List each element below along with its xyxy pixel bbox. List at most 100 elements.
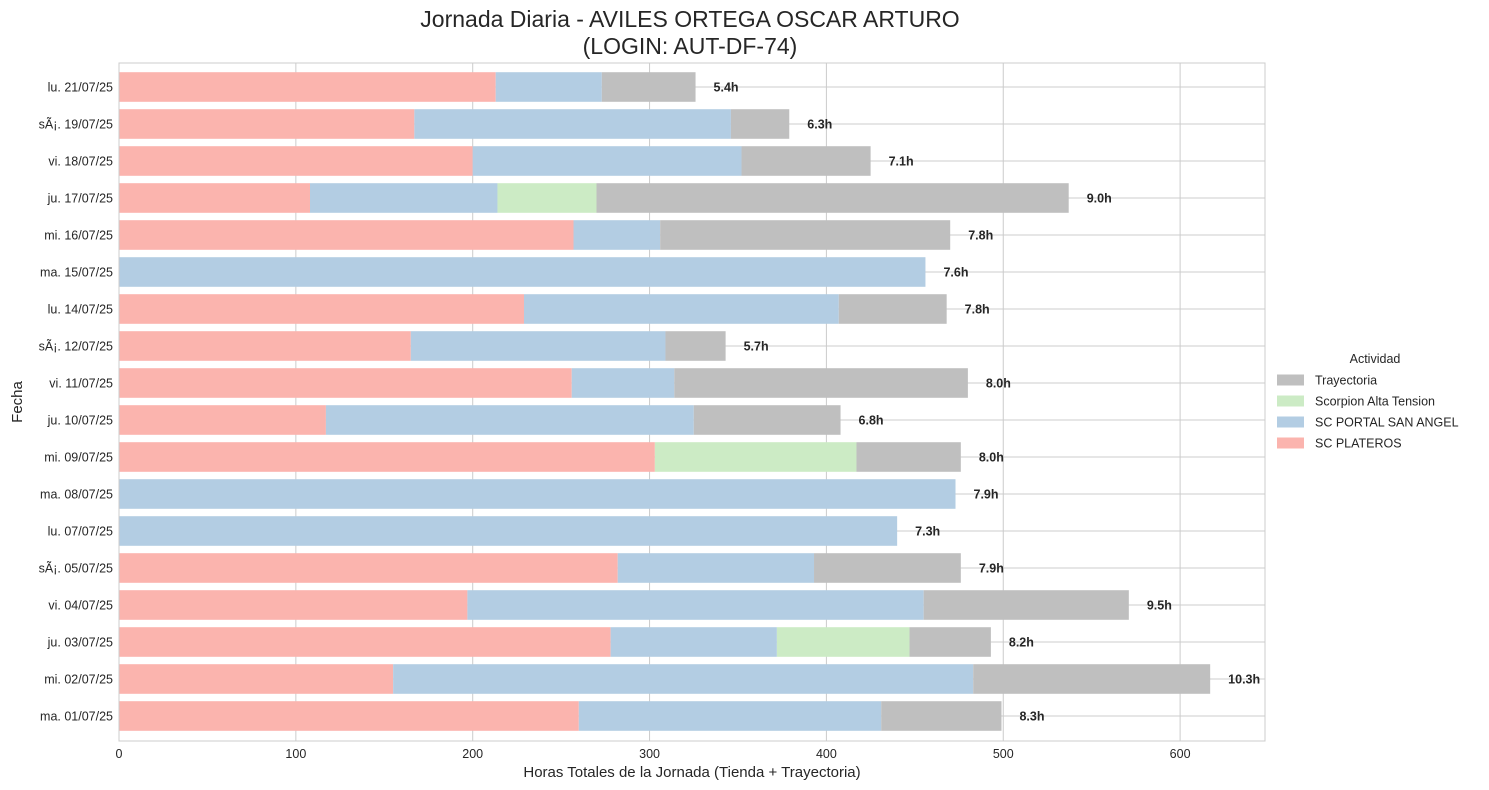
chart-title-line2: (LOGIN: AUT-DF-74)	[583, 33, 798, 59]
bar-trayectoria	[674, 368, 968, 398]
y-tick-label: ju. 17/07/25	[47, 192, 113, 206]
bar-sc-plateros	[119, 368, 572, 398]
legend-swatch-trayectoria	[1277, 374, 1304, 386]
bar-total-label: 5.4h	[714, 81, 739, 95]
y-tick-label: vi. 04/07/25	[48, 599, 113, 613]
bar-total-label: 8.2h	[1009, 636, 1034, 650]
y-tick-label: ju. 03/07/25	[47, 636, 113, 650]
bar-sc-portal-san-angel	[410, 331, 666, 361]
bar-sc-plateros	[119, 553, 618, 583]
bar-total-label: 7.3h	[915, 525, 940, 539]
bar-sc-portal-san-angel	[610, 627, 777, 657]
legend-label-sc-plateros: SC PLATEROS	[1315, 437, 1402, 451]
bar-total-label: 10.3h	[1228, 673, 1260, 687]
bars	[119, 72, 1211, 731]
x-tick-label: 600	[1170, 747, 1191, 761]
legend-label-sc-portal-san-angel: SC PORTAL SAN ANGEL	[1315, 416, 1459, 430]
bar-total-label: 9.5h	[1147, 599, 1172, 613]
x-tick-label: 300	[639, 747, 660, 761]
bar-total-label: 7.6h	[943, 266, 968, 280]
bar-sc-portal-san-angel	[573, 220, 661, 250]
bar-sc-portal-san-angel	[119, 257, 926, 287]
y-axis-label: Fecha	[9, 381, 26, 423]
legend-swatch-sc-portal-san-angel	[1277, 416, 1304, 428]
bar-sc-plateros	[119, 664, 394, 694]
bar-sc-plateros	[119, 146, 473, 176]
bar-trayectoria	[814, 553, 961, 583]
x-tick-label: 100	[285, 747, 306, 761]
bar-sc-portal-san-angel	[578, 701, 882, 731]
legend-label-scorpion-alta-tension: Scorpion Alta Tension	[1315, 395, 1435, 409]
legend-swatch-sc-plateros	[1277, 437, 1304, 449]
bar-sc-plateros	[119, 405, 326, 435]
bar-sc-plateros	[119, 294, 524, 324]
plot-frame	[118, 62, 1266, 742]
bar-total-label: 9.0h	[1087, 192, 1112, 206]
bar-sc-plateros	[119, 220, 574, 250]
bar-sc-plateros	[119, 331, 411, 361]
legend: Actividad Trayectoria Scorpion Alta Tensi…	[1277, 352, 1459, 451]
bar-trayectoria	[660, 220, 951, 250]
bar-sc-portal-san-angel	[325, 405, 694, 435]
bar-trayectoria	[923, 590, 1129, 620]
bar-total-label: 7.1h	[889, 155, 914, 169]
y-tick-label: lu. 07/07/25	[48, 525, 113, 539]
x-tick-label: 0	[116, 747, 123, 761]
bar-sc-portal-san-angel	[119, 516, 898, 546]
bar-sc-portal-san-angel	[414, 109, 731, 139]
bar-scorpion-alta-tension	[776, 627, 910, 657]
y-tick-label: vi. 18/07/25	[48, 155, 113, 169]
bar-trayectoria	[881, 701, 1002, 731]
bar-sc-plateros	[119, 590, 468, 620]
x-tick-labels: 0 100 200 300 400 500 600	[116, 747, 1191, 761]
bar-trayectoria	[596, 183, 1069, 213]
legend-title: Actividad	[1350, 352, 1401, 366]
y-tick-label: ju. 10/07/25	[47, 414, 113, 428]
bar-sc-portal-san-angel	[571, 368, 675, 398]
bar-sc-plateros	[119, 442, 655, 472]
bar-total-label: 8.3h	[1019, 710, 1044, 724]
legend-swatch-scorpion-alta-tension	[1277, 395, 1304, 407]
bar-sc-portal-san-angel	[310, 183, 498, 213]
bar-sc-plateros	[119, 109, 415, 139]
y-tick-label: vi. 11/07/25	[49, 377, 113, 391]
y-tick-labels: lu. 21/07/25 sÃ¡. 19/07/25 vi. 18/07/25 ju.…	[39, 81, 113, 724]
bar-sc-portal-san-angel	[472, 146, 742, 176]
bar-trayectoria	[741, 146, 871, 176]
bar-total-label: 6.3h	[807, 118, 832, 132]
bar-total-label: 7.9h	[979, 562, 1004, 576]
bar-trayectoria	[601, 72, 696, 102]
y-tick-label: sÃ¡. 19/07/25	[39, 118, 113, 132]
bar-sc-plateros	[119, 183, 310, 213]
bar-trayectoria	[909, 627, 991, 657]
y-tick-label: lu. 14/07/25	[48, 303, 113, 317]
y-tick-label: ma. 08/07/25	[40, 488, 113, 502]
bar-total-label: 7.8h	[968, 229, 993, 243]
bar-total-label: 8.0h	[986, 377, 1011, 391]
bar-sc-portal-san-angel	[119, 479, 956, 509]
x-axis-label: Horas Totales de la Jornada (Tienda + Tr…	[523, 764, 860, 781]
y-tick-label: ma. 15/07/25	[40, 266, 113, 280]
bar-sc-portal-san-angel	[495, 72, 602, 102]
bar-sc-plateros	[119, 701, 579, 731]
chart-title-line1: Jornada Diaria - AVILES ORTEGA OSCAR ART…	[420, 6, 959, 32]
total-labels: 5.4h 6.3h 7.1h 9.0h 7.8h 7.6h 7.8h 5.7h 8.0h 6.8h…	[714, 81, 1261, 724]
x-tick-label: 200	[462, 747, 483, 761]
bar-total-label: 8.0h	[979, 451, 1004, 465]
bar-trayectoria	[693, 405, 841, 435]
bar-trayectoria	[856, 442, 961, 472]
bar-total-label: 5.7h	[744, 340, 769, 354]
bar-trayectoria	[973, 664, 1211, 694]
bar-scorpion-alta-tension	[654, 442, 857, 472]
x-tick-label: 400	[816, 747, 837, 761]
y-tick-label: mi. 09/07/25	[44, 451, 113, 465]
y-tick-label: mi. 02/07/25	[44, 673, 113, 687]
bar-sc-plateros	[119, 72, 496, 102]
bar-scorpion-alta-tension	[497, 183, 597, 213]
bar-trayectoria	[838, 294, 947, 324]
y-tick-label: mi. 16/07/25	[44, 229, 113, 243]
bar-total-label: 7.8h	[965, 303, 990, 317]
y-tick-label: lu. 21/07/25	[48, 81, 113, 95]
bar-sc-portal-san-angel	[393, 664, 974, 694]
